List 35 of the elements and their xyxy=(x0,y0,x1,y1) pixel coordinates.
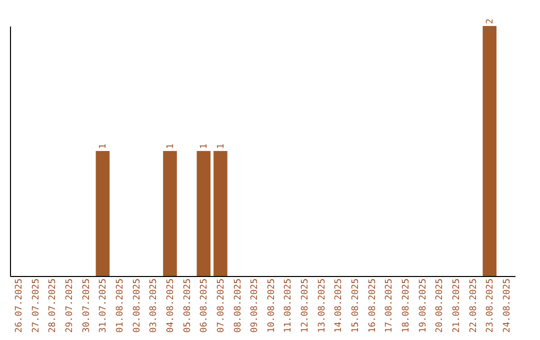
x-tick-label: 22.08.2025 xyxy=(468,278,479,333)
x-tick-label: 12.08.2025 xyxy=(300,278,311,333)
x-tick-label: 04.08.2025 xyxy=(166,278,176,333)
x-tick-label: 06.08.2025 xyxy=(200,278,210,333)
x-tick-label: 28.07.2025 xyxy=(48,278,58,333)
data-label: 2 xyxy=(486,18,496,24)
x-tick-label: 24.08.2025 xyxy=(502,278,512,333)
x-tick-label: 14.08.2025 xyxy=(334,278,344,333)
x-tick-label: 09.08.2025 xyxy=(250,278,260,333)
x-tick-label: 05.08.2025 xyxy=(182,278,193,333)
x-tick-label: 03.08.2025 xyxy=(149,278,160,333)
x-tick-label: 10.08.2025 xyxy=(266,278,277,333)
x-tick-label: 13.08.2025 xyxy=(317,278,328,333)
x-tick-label: 11.08.2025 xyxy=(284,278,294,333)
x-tick-label: 07.08.2025 xyxy=(216,278,226,333)
x-tick-label: 16.08.2025 xyxy=(368,278,378,333)
x-tick-label: 27.07.2025 xyxy=(31,278,42,333)
x-tick-label: 18.08.2025 xyxy=(401,278,412,333)
x-tick-label: 30.07.2025 xyxy=(82,278,92,333)
x-tick-label: 02.08.2025 xyxy=(132,278,142,333)
x-tick-label: 15.08.2025 xyxy=(351,278,362,333)
x-tick-label: 31.07.2025 xyxy=(98,278,109,333)
data-label: 1 xyxy=(166,144,176,149)
x-tick-label: 29.07.2025 xyxy=(65,278,76,333)
x-tick-label: 26.07.2025 xyxy=(14,278,25,333)
x-tick-label: 08.08.2025 xyxy=(233,278,244,333)
x-tick-label: 21.08.2025 xyxy=(452,278,462,333)
x-tick-label: 19.08.2025 xyxy=(418,278,428,333)
x-tick-label: 20.08.2025 xyxy=(435,278,446,333)
data-label: 1 xyxy=(200,144,210,149)
x-tick-label: 23.08.2025 xyxy=(486,278,496,333)
data-label: 1 xyxy=(216,144,226,149)
x-tick-label: 17.08.2025 xyxy=(384,278,395,333)
x-tick-label: 01.08.2025 xyxy=(116,278,126,333)
data-label: 1 xyxy=(98,144,109,149)
